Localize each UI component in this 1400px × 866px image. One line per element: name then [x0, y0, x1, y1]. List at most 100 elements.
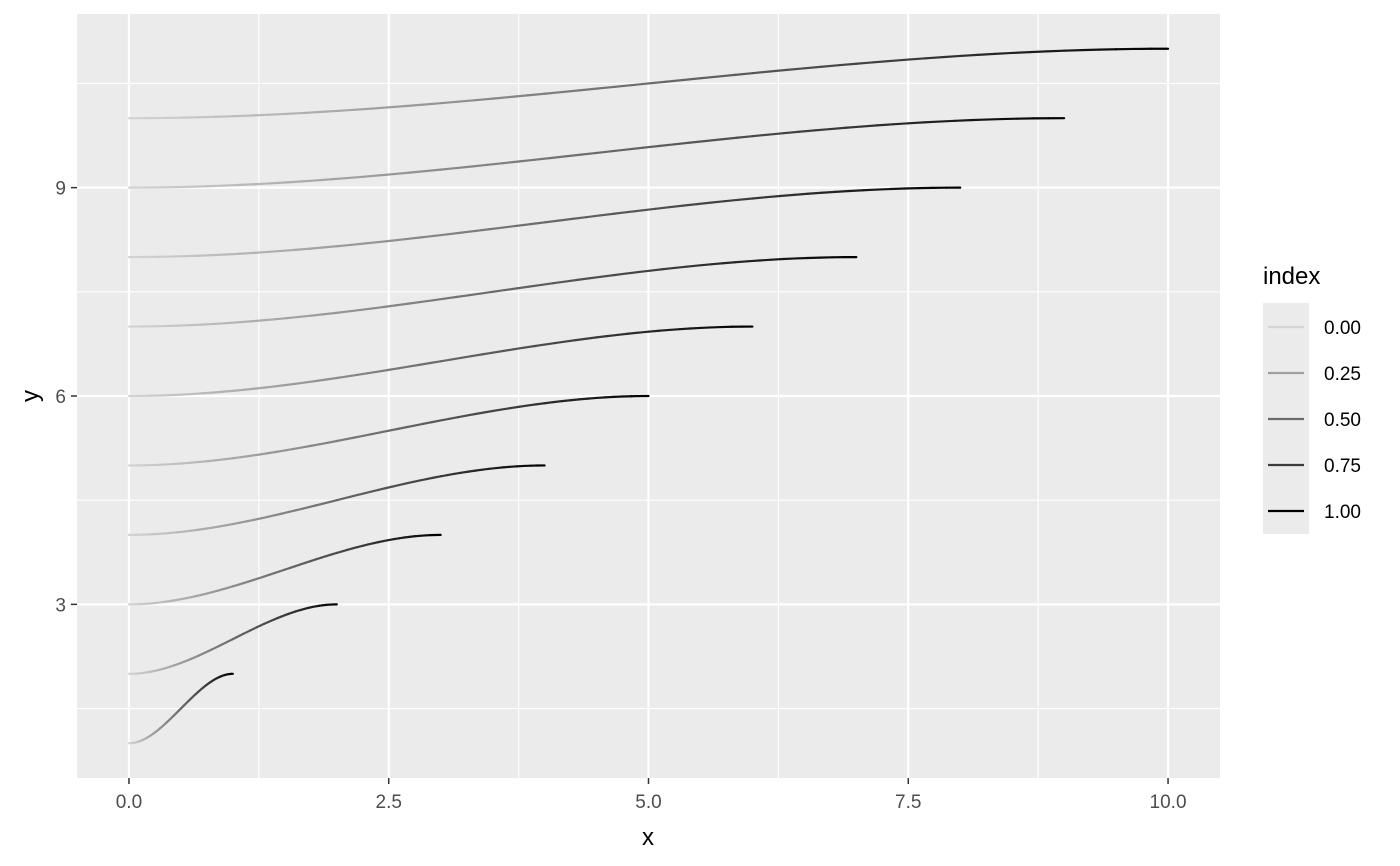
series-segment [404, 236, 421, 241]
series-segment [479, 290, 494, 295]
series-segment [443, 295, 458, 300]
series-segment [605, 333, 619, 338]
x-tick-label: 0.0 [116, 792, 142, 813]
series-segment [467, 469, 477, 473]
series-segment [768, 68, 789, 73]
series-segment [422, 102, 442, 106]
series-segment [785, 67, 806, 71]
series-segment [422, 421, 434, 425]
series-segment [217, 524, 228, 528]
series-segment [860, 124, 879, 128]
series-segment [294, 247, 311, 251]
series-segment [377, 239, 394, 244]
series-segment [798, 129, 816, 133]
series-segment [439, 417, 451, 422]
legend-label: 0.25 [1324, 364, 1361, 385]
series-segment [349, 493, 359, 498]
series-segment [586, 396, 598, 400]
series-segment [585, 214, 602, 219]
series-segment [491, 408, 503, 413]
series-segment [486, 162, 505, 166]
series-segment [418, 234, 435, 239]
series-segment [309, 313, 325, 317]
series-segment [391, 483, 401, 488]
series-segment [855, 61, 875, 65]
series-segment [891, 122, 910, 126]
series-segment [640, 207, 657, 212]
series-segment [418, 361, 432, 366]
series-segment [169, 531, 179, 535]
series-segment [733, 72, 754, 76]
series-segment [770, 257, 785, 261]
series-segment [377, 368, 390, 373]
series-segment [432, 233, 449, 238]
series-segment [283, 111, 304, 116]
series-segment [515, 222, 532, 227]
series-segment [695, 201, 712, 206]
series-segment [688, 139, 707, 144]
series-segment [474, 411, 486, 416]
series-segment [210, 390, 224, 394]
series-segment [384, 485, 394, 490]
series-segment [907, 57, 927, 61]
series-segment [456, 99, 477, 103]
series-segment [751, 133, 770, 138]
series-segment [236, 183, 255, 187]
series-segment [474, 97, 494, 102]
series-segment [668, 328, 681, 332]
series-segment [292, 446, 304, 451]
series-segment [398, 482, 408, 487]
series-segment [875, 123, 894, 127]
series-segment [314, 178, 333, 182]
series-segment [611, 148, 629, 153]
series-segment [314, 378, 328, 383]
series-segment [257, 452, 269, 456]
series-segment [171, 462, 183, 466]
series-segment [221, 389, 234, 393]
series-segment [508, 405, 520, 410]
series-segment [283, 180, 302, 184]
series-segment [210, 525, 221, 529]
series-segment [294, 381, 307, 385]
series-segment [922, 120, 941, 124]
series-segment [179, 461, 191, 465]
series-segment [249, 319, 264, 323]
series-segment [959, 53, 979, 58]
series-segment [533, 157, 551, 161]
series-segment [661, 266, 676, 271]
series-segment [268, 181, 286, 185]
series-segment [283, 447, 295, 452]
series-segment [467, 292, 482, 297]
series-segment [500, 407, 512, 411]
legend-title: index [1263, 263, 1320, 290]
series-segment [548, 155, 567, 160]
series-segment [779, 193, 796, 198]
series-segment [261, 318, 276, 322]
series-segment [470, 353, 484, 358]
series-segment [370, 106, 390, 110]
series-segment [529, 221, 546, 226]
series-segment [552, 400, 564, 404]
series-segment [837, 62, 858, 67]
series-segment [673, 141, 692, 146]
series-segment [387, 427, 399, 432]
series-segment [299, 179, 318, 183]
series-segment [699, 75, 719, 80]
series-segment [387, 104, 408, 109]
series-segment [460, 229, 477, 234]
series-segment [543, 341, 557, 346]
series-segment [872, 59, 893, 64]
x-axis: 0.0 2.5 5.0 7.5 10.0 [116, 778, 1187, 813]
series-segment [430, 297, 446, 302]
series-segment [585, 336, 598, 340]
series-segment [356, 492, 366, 497]
series-segment [396, 426, 408, 431]
series-segment [266, 249, 283, 254]
series-segment [875, 187, 893, 191]
series-segment [543, 90, 564, 95]
series-segment [275, 449, 286, 453]
series-segment [318, 441, 330, 446]
series-segment [557, 217, 574, 222]
series-segment [358, 307, 373, 312]
series-segment [335, 438, 347, 443]
